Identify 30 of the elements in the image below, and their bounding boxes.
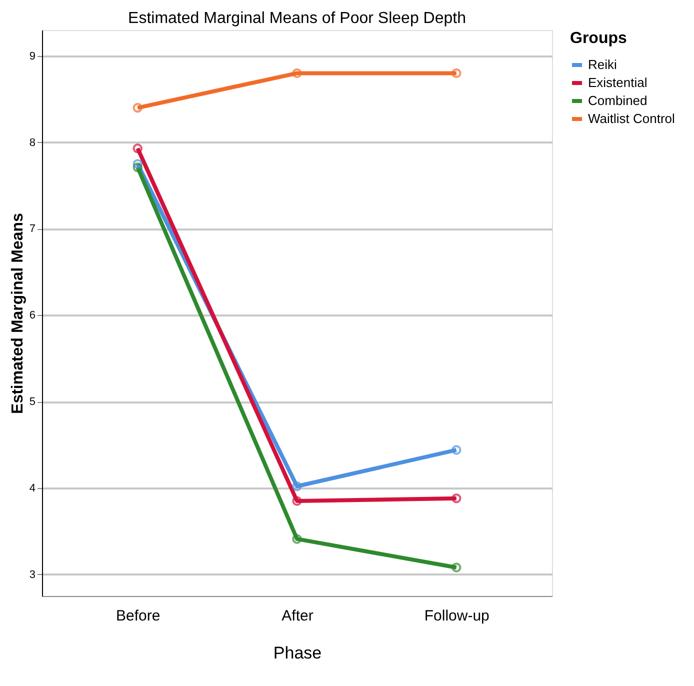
chart-title: Estimated Marginal Means of Poor Sleep Depth [128, 10, 466, 27]
y-tick-label: 5 [29, 396, 36, 408]
y-tick-label: 9 [29, 50, 36, 62]
point [292, 496, 302, 506]
y-tick-label: 7 [29, 223, 36, 236]
point [132, 144, 142, 154]
point [452, 68, 462, 78]
y-tick-label: 8 [29, 136, 36, 149]
point [292, 534, 302, 544]
legend-label: Waitlist Control [588, 111, 676, 126]
point [132, 159, 142, 169]
point [132, 162, 142, 172]
y-tick-label: 6 [29, 310, 36, 322]
legend-title: Groups [570, 30, 627, 47]
legend-label: Combined [588, 93, 648, 108]
x-tick-label: Follow-up [424, 608, 490, 624]
point [292, 481, 302, 492]
point [452, 562, 462, 572]
legend-label: Reiki [588, 57, 618, 72]
x-tick-label: Before [116, 608, 160, 624]
x-tick-label: After [282, 608, 314, 624]
y-tick-label: 4 [29, 482, 36, 494]
point [452, 445, 462, 455]
y-tick-label: 3 [29, 568, 36, 581]
point [292, 68, 302, 78]
legend-label: Existential [588, 75, 648, 90]
x-axis-title: Phase [273, 644, 322, 662]
point [452, 493, 462, 504]
y-axis-title: Estimated Marginal Means [9, 212, 26, 414]
point [132, 102, 142, 113]
